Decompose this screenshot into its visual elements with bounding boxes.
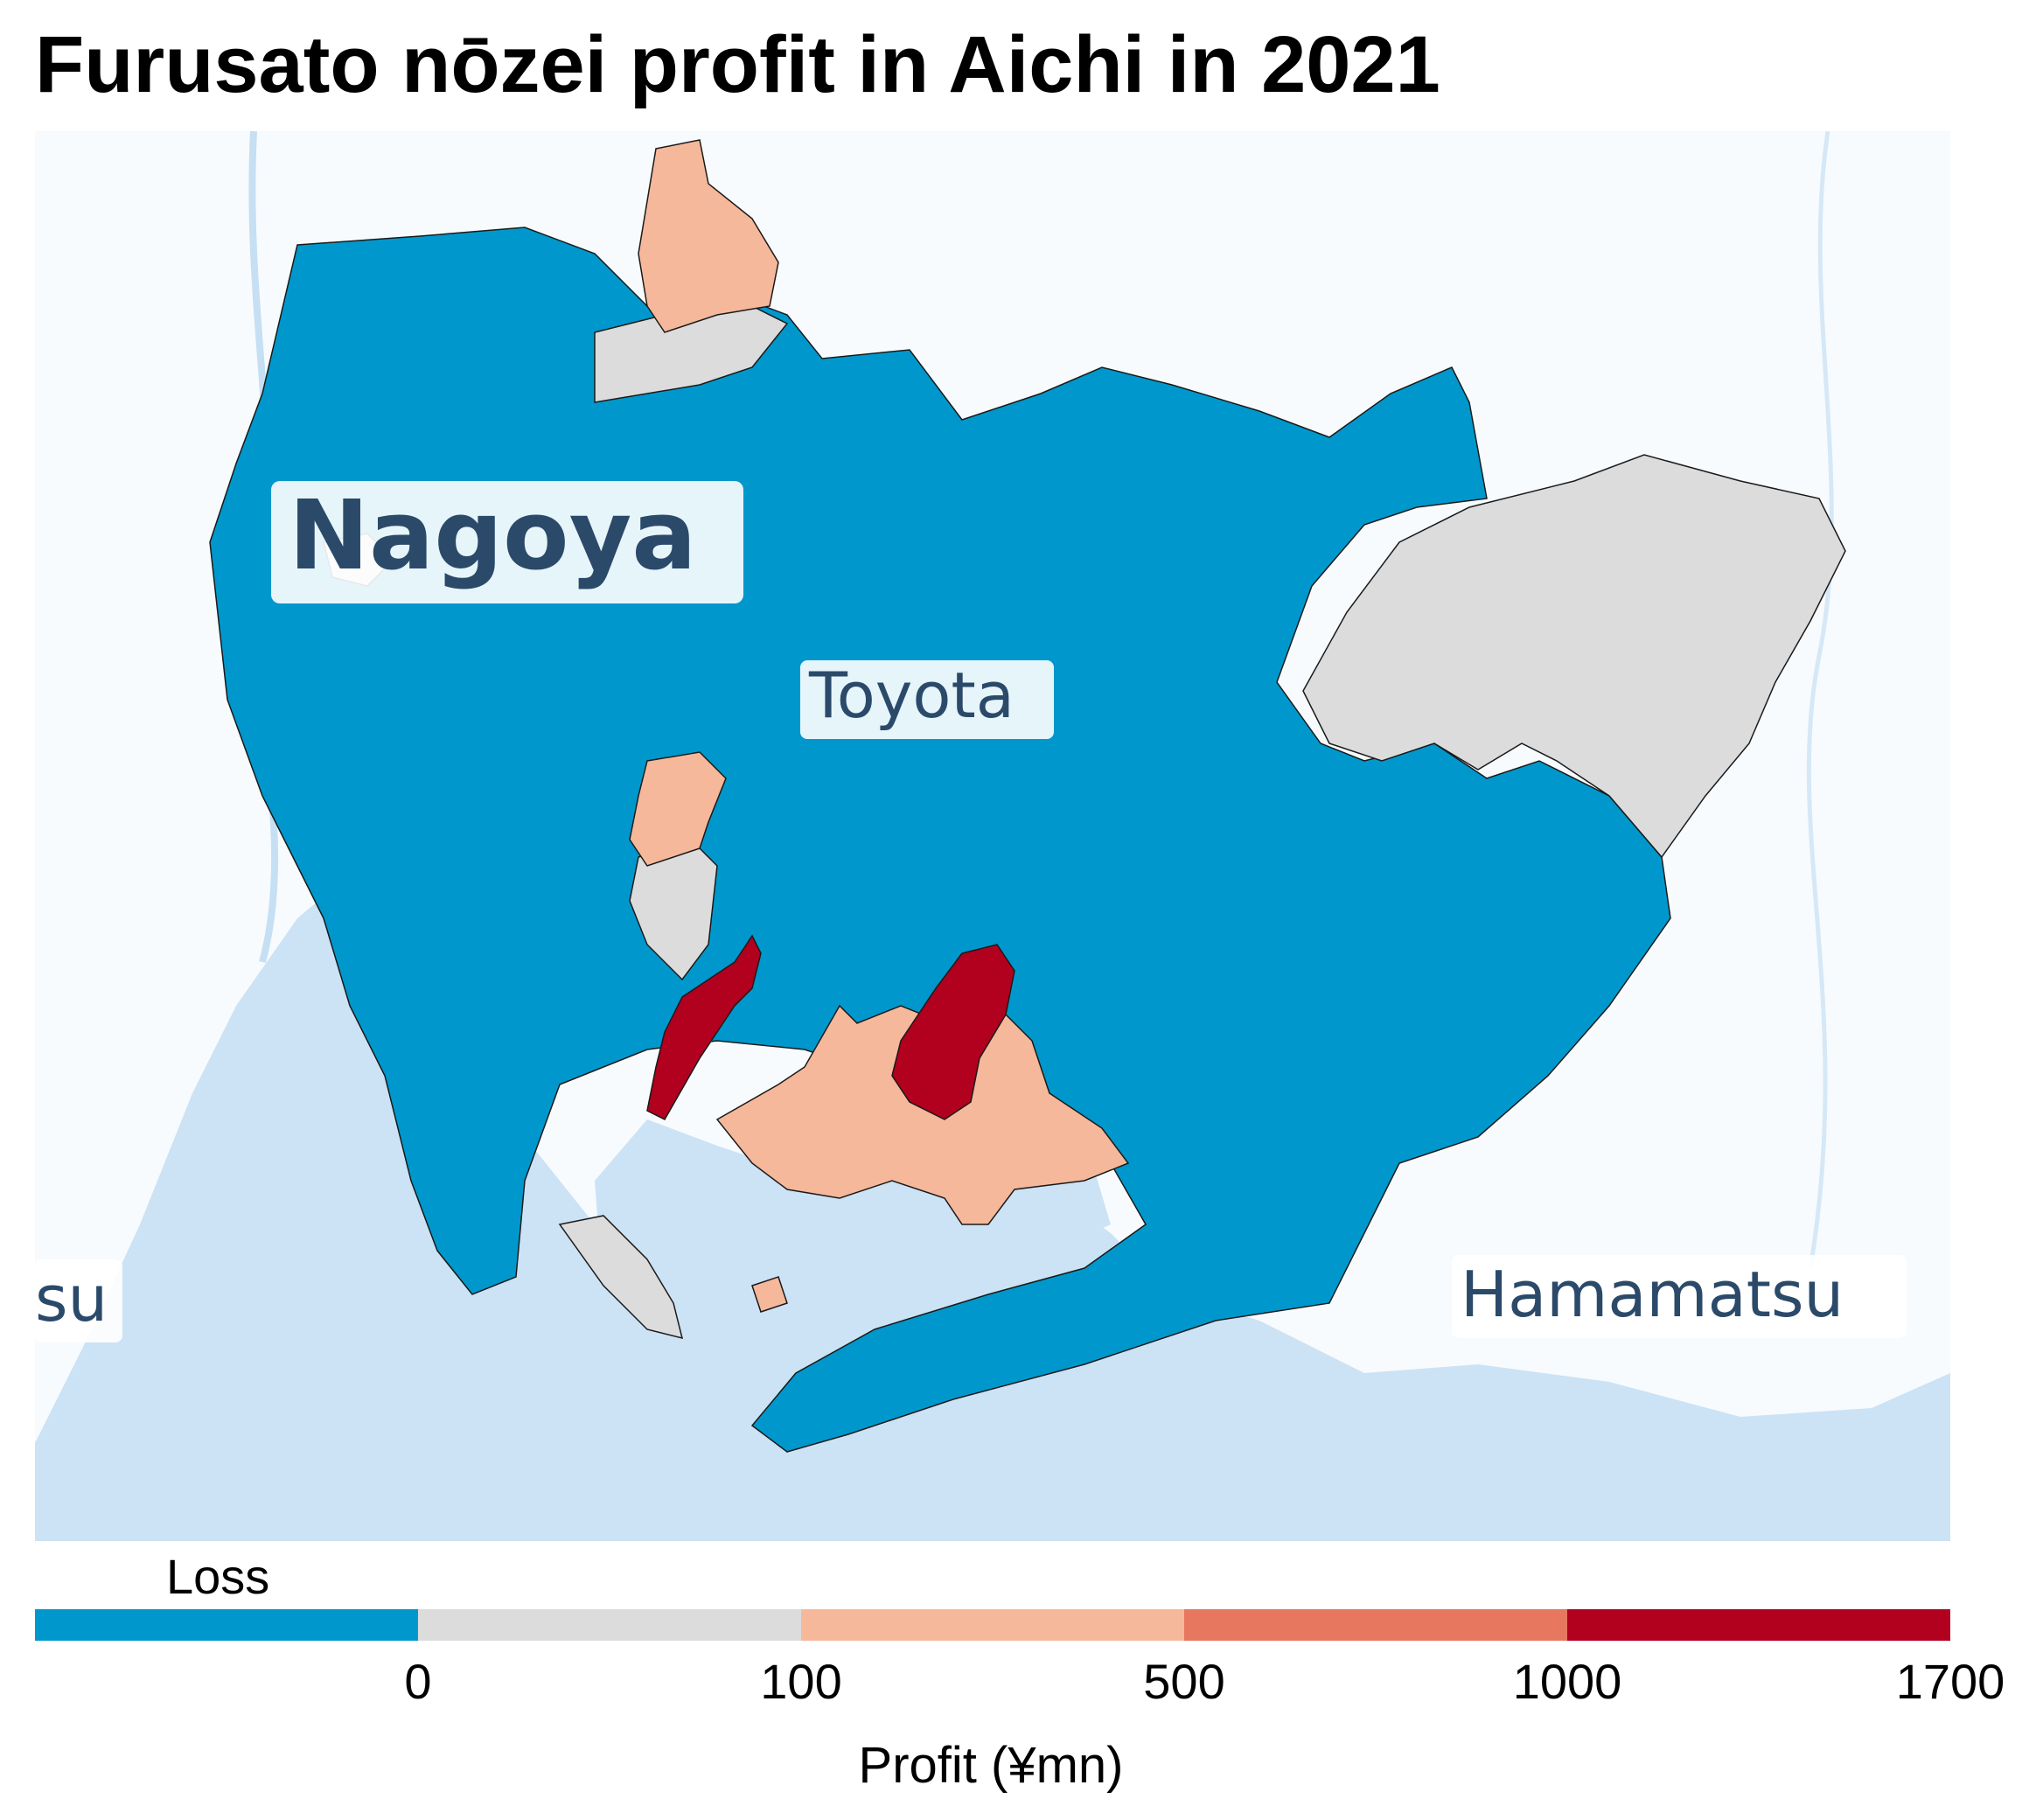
label-tsu-partial: su bbox=[35, 1259, 122, 1342]
choropleth-map: Nagoya Toyota Hamamatsu su bbox=[35, 131, 1950, 1541]
legend-tick-1000: 1000 bbox=[1512, 1654, 1622, 1709]
legend-tick-100: 100 bbox=[760, 1654, 842, 1709]
label-hamamatsu: Hamamatsu bbox=[1452, 1255, 1907, 1338]
legend-bin-100-500 bbox=[801, 1609, 1184, 1641]
svg-text:Toyota: Toyota bbox=[808, 659, 1015, 732]
legend-tick-1700: 1700 bbox=[1895, 1654, 2005, 1709]
region-red-hekinan bbox=[646, 934, 762, 1120]
legend-tick-500: 500 bbox=[1143, 1654, 1225, 1709]
sea-area bbox=[35, 761, 1950, 1541]
legend-loss-label: Loss bbox=[166, 1549, 270, 1604]
legend-bin-loss bbox=[35, 1609, 418, 1641]
svg-text:Nagoya: Nagoya bbox=[289, 479, 697, 591]
legend-axis-title: Profit (¥mn) bbox=[858, 1737, 1124, 1794]
region-gray-chita bbox=[558, 1215, 684, 1340]
label-toyota: Toyota bbox=[800, 659, 1054, 739]
svg-text:Hamamatsu: Hamamatsu bbox=[1461, 1258, 1844, 1331]
region-gray-east bbox=[1302, 454, 1846, 859]
region-salmon-island bbox=[751, 1276, 788, 1313]
region-salmon-center bbox=[629, 751, 727, 867]
legend-color-bar bbox=[35, 1609, 1950, 1641]
region-salmon-south bbox=[715, 1004, 1130, 1225]
legend-tick-0: 0 bbox=[404, 1654, 432, 1709]
legend-bin-500-1000 bbox=[1184, 1609, 1567, 1641]
river bbox=[1806, 131, 1834, 1269]
label-nagoya: Nagoya bbox=[271, 479, 743, 603]
chart-title: Furusato nōzei profit in Aichi in 2021 bbox=[35, 20, 1440, 109]
svg-text:su: su bbox=[35, 1262, 108, 1335]
legend-bin-1000-1700 bbox=[1567, 1609, 1950, 1641]
region-salmon-north bbox=[638, 139, 779, 333]
legend-bin-0-100 bbox=[418, 1609, 801, 1641]
region-red-nishio bbox=[891, 944, 1015, 1120]
